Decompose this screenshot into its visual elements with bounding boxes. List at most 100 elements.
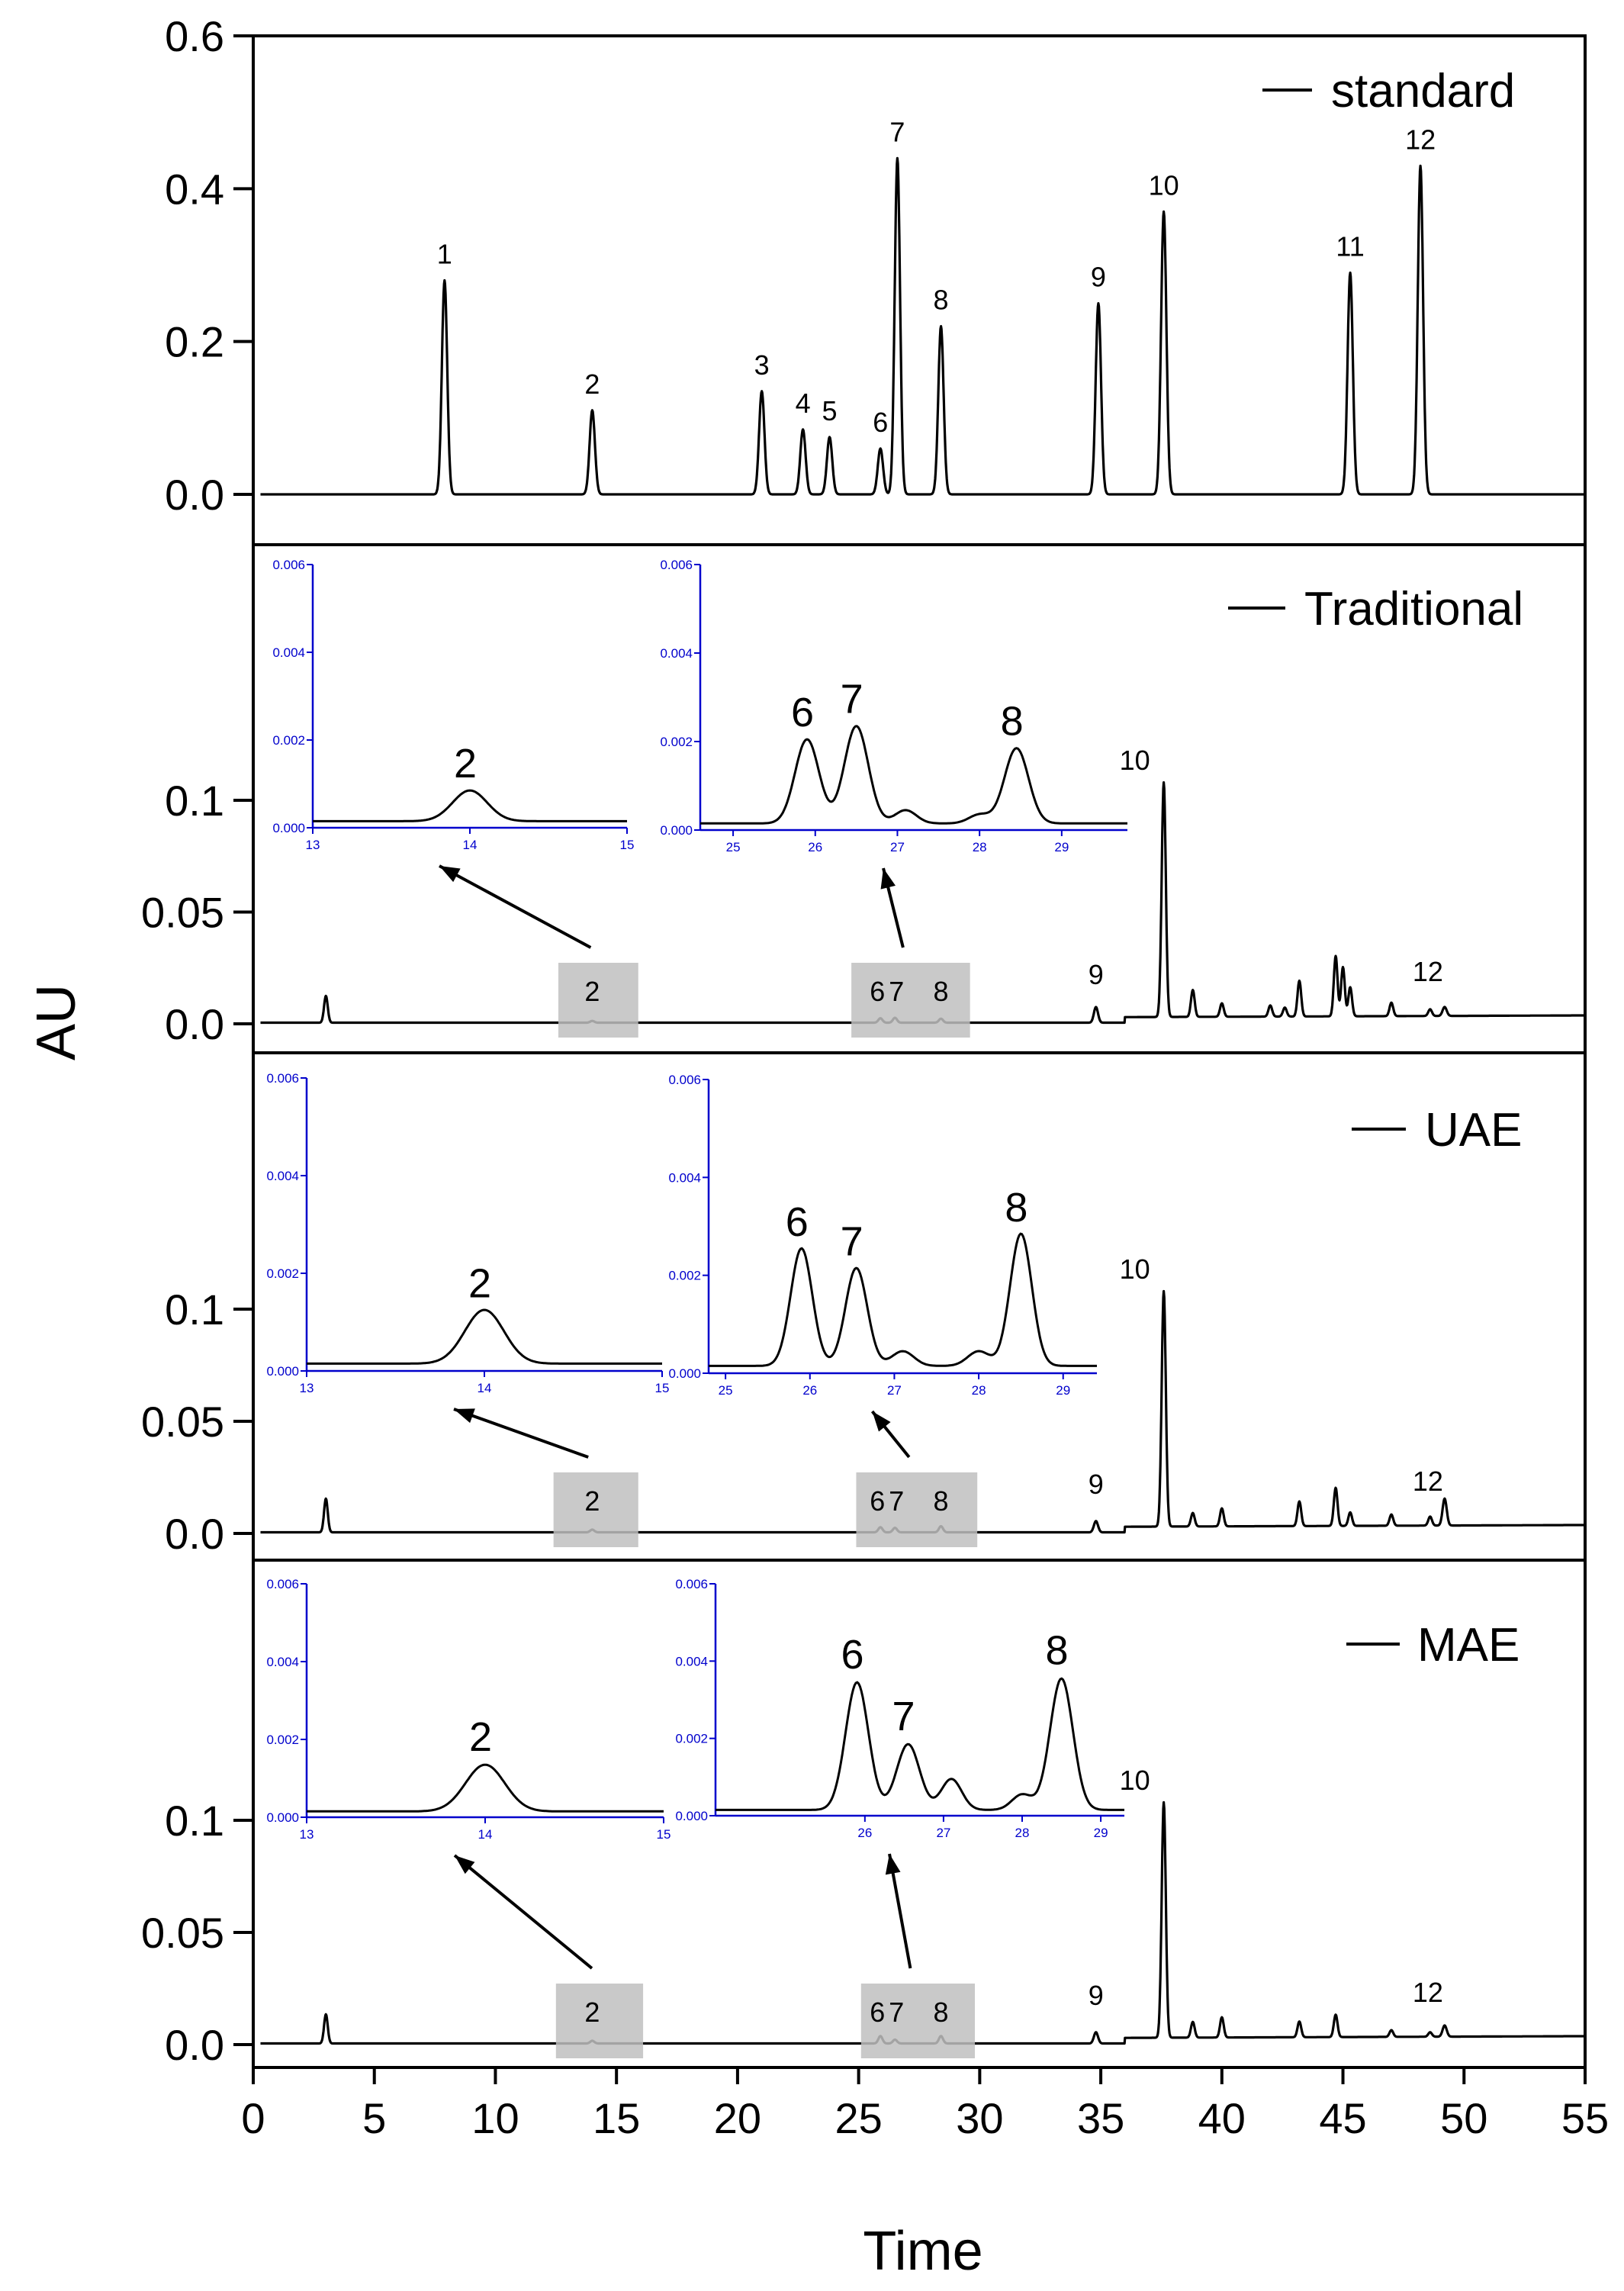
inset-y-tick-label: 0.000 <box>266 1364 299 1379</box>
inset-y-tick-label: 0.004 <box>266 1655 299 1669</box>
inset-arrow <box>453 1408 589 1459</box>
inset-peak-label: 6 <box>841 1632 864 1678</box>
inset-peak-label: 6 <box>791 690 814 735</box>
inset-peak-label: 7 <box>841 676 863 722</box>
peak-label: 10 <box>1120 1765 1150 1796</box>
inset-y-tick-label: 0.006 <box>668 1073 701 1087</box>
x-tick-label: 45 <box>1319 2094 1366 2142</box>
arrow-head <box>885 1854 901 1875</box>
peak-label: 5 <box>822 395 838 426</box>
inset-peak-label: 2 <box>468 1261 491 1307</box>
inset-x-tick-label: 14 <box>463 838 478 852</box>
peak-label: 1 <box>437 239 452 270</box>
inset-x-tick-label: 26 <box>857 1826 872 1840</box>
inset-trace <box>313 789 627 822</box>
inset-x-tick-label: 13 <box>300 1827 314 1842</box>
y-tick-label: 0.05 <box>141 889 224 937</box>
x-axis-title: Time <box>863 2221 982 2282</box>
x-tick-label: 55 <box>1561 2094 1609 2142</box>
x-tick-label: 0 <box>241 2094 265 2142</box>
inset-peak-label: 8 <box>1005 1185 1027 1231</box>
inset-y-tick-label: 0.004 <box>266 1169 299 1183</box>
inset-trace <box>307 1308 662 1365</box>
x-tick-label: 40 <box>1198 2094 1246 2142</box>
inset-y-tick-label: 0.004 <box>272 645 305 660</box>
highlight-box <box>555 1984 644 2058</box>
peak-label: 9 <box>1091 262 1106 293</box>
y-tick-label: 0.1 <box>165 777 224 825</box>
peak-label: 8 <box>934 1485 949 1517</box>
y-tick-label: 0.1 <box>165 1797 224 1845</box>
peak-label: 8 <box>934 1997 949 2028</box>
inset-y-tick-label: 0.006 <box>272 558 305 572</box>
peak-label: 9 <box>1089 959 1104 990</box>
inset-trace <box>700 725 1127 825</box>
inset-x-tick-label: 29 <box>1056 1383 1070 1398</box>
inset-x-tick-label: 14 <box>478 1381 492 1395</box>
x-tick-label: 20 <box>714 2094 761 2142</box>
y-tick-label: 0.0 <box>165 1000 224 1048</box>
inset-arrow <box>439 864 592 949</box>
inset-y-tick-label: 0.000 <box>272 821 305 835</box>
peak-label: 12 <box>1413 1466 1443 1497</box>
x-tick-label: 15 <box>593 2094 640 2142</box>
inset-peak-label: 2 <box>454 741 477 787</box>
arrow-head <box>455 1855 475 1874</box>
arrow-head <box>454 1408 475 1424</box>
inset-x-tick-label: 28 <box>973 840 987 854</box>
trace-standard <box>259 156 1586 496</box>
inset-y-tick-label: 0.002 <box>660 735 693 749</box>
inset-mae-2: 0.000 0.002 0.004 0.006 26 27 28 29 67 8 <box>675 1577 1124 1969</box>
inset-peak-label: 7 <box>892 1694 915 1739</box>
x-tick-label: 50 <box>1440 2094 1487 2142</box>
inset-x-tick-label: 15 <box>657 1827 671 1842</box>
inset-x-tick-label: 25 <box>726 840 741 854</box>
peak-label: 2 <box>584 1997 600 2028</box>
inset-peak-label: 8 <box>1001 698 1024 744</box>
inset-x-tick-label: 13 <box>306 838 320 852</box>
inset-trace <box>307 1763 664 1813</box>
x-tick-label: 5 <box>362 2094 386 2142</box>
peak-label: 2 <box>584 368 600 400</box>
inset-x-tick-label: 28 <box>1015 1826 1030 1840</box>
inset-y-tick-label: 0.006 <box>266 1071 299 1086</box>
inset-y-tick-label: 0.006 <box>660 558 693 572</box>
y-tick-label: 0.05 <box>141 1909 224 1957</box>
inset-peak-label: 7 <box>841 1219 863 1265</box>
inset-x-tick-label: 28 <box>972 1383 986 1398</box>
inset-y-tick-label: 0.002 <box>266 1266 299 1281</box>
inset-uae-2: 0.000 0.002 0.004 0.006 25 26 27 28 29 6 7 8 <box>668 1073 1097 1459</box>
inset-y-tick-label: 0.002 <box>266 1733 299 1747</box>
highlight-box <box>558 963 638 1038</box>
x-tick-label: 30 <box>956 2094 1003 2142</box>
peak-label: 7 <box>889 116 905 147</box>
inset-traditional-2: 0.000 0.002 0.004 0.006 25 26 27 28 29 6 7 8 <box>660 558 1127 948</box>
peak-label: 2 <box>584 1485 600 1517</box>
peak-label: 2 <box>584 976 600 1007</box>
y-tick-label: 0.0 <box>165 1510 224 1558</box>
peak-label: 6 <box>870 1997 885 2028</box>
inset-x-tick-label: 27 <box>936 1826 950 1840</box>
inset-uae-1: 0.000 0.002 0.004 0.006 13 14 15 2 <box>266 1071 669 1459</box>
inset-x-tick-label: 26 <box>808 840 822 854</box>
inset-peak-label: 6 <box>786 1199 809 1245</box>
inset-y-tick-label: 0.006 <box>675 1577 708 1591</box>
highlight-box <box>856 1472 978 1547</box>
inset-y-tick-label: 0.004 <box>675 1654 708 1668</box>
y-tick-label: 0.0 <box>165 2021 224 2069</box>
inset-y-tick-label: 0.000 <box>668 1366 701 1381</box>
peak-label: 6 <box>870 1485 885 1517</box>
inset-traditional-1: 0.000 0.002 0.004 0.006 13 14 15 2 <box>272 558 634 949</box>
peak-label: 10 <box>1120 745 1150 776</box>
peak-label: 6 <box>873 407 888 438</box>
peak-label: 9 <box>1089 1980 1104 2011</box>
y-tick-label: 0.0 <box>165 471 224 519</box>
peak-label: 6 <box>870 976 885 1007</box>
peak-label: 3 <box>754 349 770 381</box>
